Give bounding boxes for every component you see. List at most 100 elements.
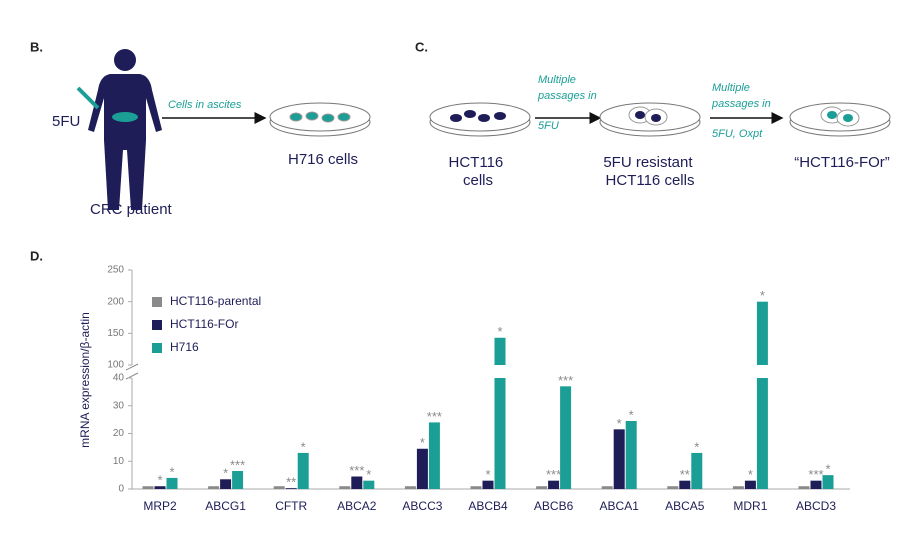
line: Multiple — [712, 82, 750, 94]
bar — [810, 480, 822, 489]
bar — [732, 486, 744, 489]
syringe — [76, 86, 100, 110]
bar — [822, 475, 834, 489]
bar — [744, 480, 756, 489]
line: 5FU, Oxpt — [712, 128, 763, 140]
bar — [601, 486, 613, 489]
significance-label: * — [485, 467, 490, 482]
significance-label: * — [497, 324, 502, 339]
y-tick-label: 200 — [107, 296, 124, 307]
significance-label: * — [223, 466, 228, 481]
line: HCT116 — [449, 154, 504, 171]
bar — [494, 378, 506, 489]
bar — [154, 486, 166, 489]
significance-label: *** — [546, 467, 561, 482]
dish — [789, 102, 891, 137]
significance-label: ** — [680, 467, 690, 482]
significance-label: * — [366, 467, 371, 482]
y-tick-label: 0 — [118, 484, 124, 495]
legend-label: H716 — [170, 340, 199, 354]
x-tick-label: CFTR — [275, 499, 307, 513]
significance-label: * — [760, 288, 765, 303]
x-tick-label: MRP2 — [143, 499, 177, 513]
bar — [613, 429, 625, 489]
bar — [548, 480, 560, 489]
bar — [756, 301, 768, 365]
y-axis-label: mRNA expression/β-actin — [78, 312, 92, 448]
y-tick-label: 20 — [113, 428, 125, 439]
y-tick-label: 100 — [107, 360, 124, 371]
x-tick-label: MDR1 — [733, 499, 767, 513]
bar — [470, 486, 482, 489]
panel-label: C. — [415, 39, 428, 54]
y-tick-label: 150 — [107, 328, 124, 339]
bar — [625, 421, 637, 489]
legend-label: HCT116-FOr — [170, 317, 238, 331]
bar — [220, 479, 232, 489]
drug-label: 5FU — [52, 113, 80, 130]
y-tick-label: 40 — [113, 373, 125, 384]
bar — [536, 486, 548, 489]
x-tick-label: ABCB4 — [468, 499, 508, 513]
significance-label: *** — [427, 409, 442, 424]
significance-label: ** — [286, 475, 296, 490]
significance-label: * — [617, 416, 622, 431]
bar — [667, 486, 679, 489]
bar — [416, 448, 428, 489]
significance-label: * — [629, 407, 634, 422]
line: 5FU — [538, 120, 559, 132]
bar — [339, 486, 351, 489]
dish — [269, 102, 371, 137]
cells-label: 5FU resistant HCT116 cells — [603, 154, 696, 189]
bar — [208, 486, 220, 489]
y-tick-label: 30 — [113, 400, 125, 411]
dish — [599, 102, 701, 137]
significance-label: * — [825, 462, 830, 477]
bar — [363, 480, 375, 489]
legend-marker — [152, 320, 162, 330]
panel-label: B. — [30, 39, 43, 54]
x-tick-label: ABCB6 — [534, 499, 574, 513]
bar — [297, 452, 309, 489]
bar — [285, 488, 297, 489]
x-tick-label: ABCA5 — [665, 499, 705, 513]
legend-marker — [152, 343, 162, 353]
bar — [232, 470, 244, 489]
arrow-label: Cells in ascites — [168, 99, 242, 111]
dish — [429, 102, 531, 137]
step-label: Multiple passages in 5FU — [537, 74, 600, 132]
legend-marker — [152, 297, 162, 307]
significance-label: * — [169, 464, 174, 479]
bar — [482, 480, 494, 489]
bar — [756, 378, 768, 489]
significance-label: * — [157, 473, 162, 488]
cells-label: H716 cells — [288, 151, 358, 168]
bar — [560, 386, 572, 489]
x-tick-label: ABCD3 — [796, 499, 836, 513]
significance-label: *** — [558, 373, 573, 388]
x-tick-label: ABCA2 — [337, 499, 377, 513]
cells-label: HCT116 cells — [449, 154, 508, 189]
bar — [166, 477, 178, 489]
line: Multiple — [538, 74, 576, 86]
axis-break — [125, 363, 139, 380]
significance-label: * — [748, 467, 753, 482]
bar — [679, 480, 691, 489]
bar — [273, 486, 285, 489]
bar — [351, 476, 363, 489]
bar — [142, 486, 154, 489]
bar — [404, 486, 416, 489]
significance-label: *** — [230, 457, 245, 472]
line: cells — [463, 172, 493, 189]
bar — [798, 486, 810, 489]
bar — [691, 452, 703, 489]
significance-label: * — [420, 435, 425, 450]
significance-label: *** — [808, 467, 823, 482]
patient-label: CRC patient — [90, 201, 173, 218]
significance-label: * — [301, 439, 306, 454]
bar — [428, 422, 440, 489]
line: 5FU resistant — [603, 154, 693, 171]
panel-label: D. — [30, 248, 43, 263]
x-tick-label: ABCG1 — [205, 499, 246, 513]
